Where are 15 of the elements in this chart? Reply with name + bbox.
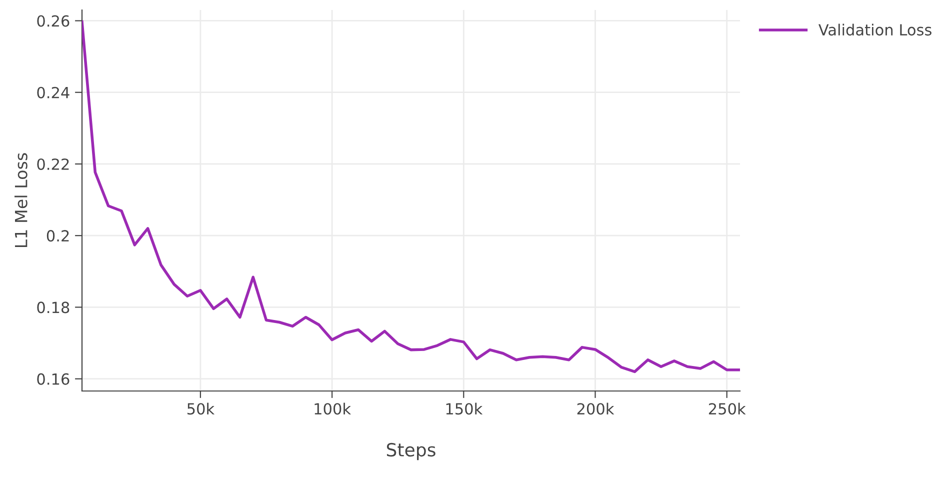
x-tick-label: 250k bbox=[708, 402, 746, 415]
y-tick-label: 0.2 bbox=[46, 230, 69, 242]
x-tick-label: 100k bbox=[314, 402, 351, 415]
x-tick-label: 50k bbox=[187, 402, 215, 415]
line-series bbox=[82, 20, 740, 374]
y-tick-label: 0.24 bbox=[37, 86, 70, 98]
x-axis-title: Steps bbox=[386, 442, 436, 460]
y-tick-label: 0.22 bbox=[37, 158, 69, 170]
x-tick-label: 200k bbox=[577, 402, 614, 415]
y-tick-label: 0.26 bbox=[37, 15, 70, 27]
x-tick-label: 150k bbox=[446, 402, 483, 415]
legend-label: Validation Loss bbox=[818, 24, 932, 36]
y-tick-label: 0.16 bbox=[37, 373, 70, 385]
y-tick-label: 0.18 bbox=[37, 302, 70, 314]
y-axis-title: L1 Mel Loss bbox=[14, 153, 28, 248]
